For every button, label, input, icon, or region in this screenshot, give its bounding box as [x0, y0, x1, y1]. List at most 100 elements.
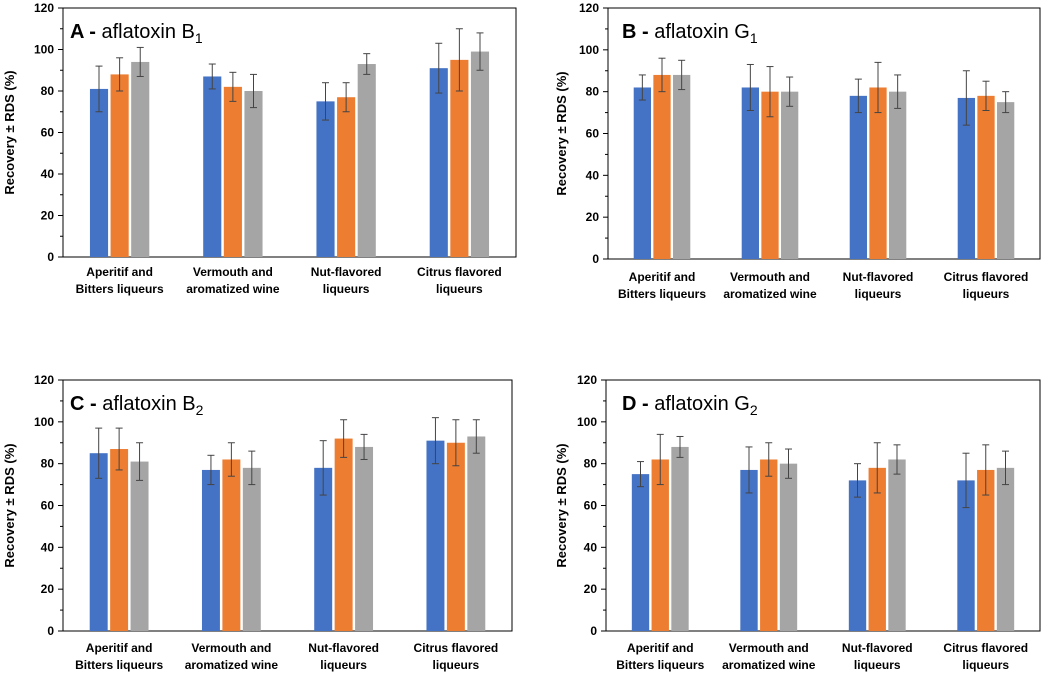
error-bar	[208, 63, 216, 90]
error-bar	[962, 70, 970, 126]
error-bar	[431, 417, 439, 465]
error-bar	[982, 444, 990, 496]
panel-c: 0 20 40 60 80 100 120 Recovery ± RDS (%) Aperiti…	[2, 373, 513, 672]
error-bar	[476, 32, 484, 71]
bar	[651, 459, 669, 631]
bar	[889, 91, 907, 260]
error-bar	[136, 442, 144, 481]
bar	[741, 87, 759, 259]
error-bar	[95, 65, 103, 113]
y-tick-label: 120	[34, 1, 54, 15]
bar	[355, 446, 374, 631]
error-bar	[207, 454, 215, 486]
bar	[314, 467, 333, 631]
x-category-label: Nut-flavored liqueurs	[843, 270, 914, 301]
x-category-label: Nut-flavored liqueurs	[842, 641, 913, 672]
bar	[671, 446, 689, 631]
y-tick-label: 0	[47, 250, 54, 264]
error-bar	[340, 419, 348, 458]
plot-frame	[62, 379, 513, 632]
error-bar	[894, 74, 902, 109]
bar	[633, 87, 651, 259]
error-bar	[658, 57, 666, 93]
error-bar	[1002, 91, 1010, 114]
bar	[673, 74, 691, 259]
bar	[446, 442, 465, 631]
error-bar	[874, 61, 882, 114]
y-axis-label: Recovery ± RDS (%)	[2, 70, 17, 194]
bar	[223, 86, 242, 257]
bar	[849, 95, 867, 259]
x-category-label: Citrus flavored liqueurs	[944, 270, 1029, 301]
error-bar	[962, 452, 970, 509]
y-tick-label: 60	[584, 499, 598, 513]
bar	[131, 61, 150, 258]
panel-d: 0 20 40 60 80 100 120 Recovery ± RDS (%) Aperiti…	[554, 373, 1041, 672]
y-tick-label: 120	[577, 373, 597, 387]
y-tick-label: 100	[34, 43, 54, 57]
x-category-label: Aperitif and Bitters liqueurs	[616, 641, 704, 672]
bar	[316, 101, 335, 257]
error-bar	[765, 442, 773, 477]
y-tick-label: 80	[584, 457, 598, 471]
error-bar	[136, 46, 144, 77]
error-bar	[319, 440, 327, 496]
bar	[110, 449, 129, 631]
error-bar	[656, 433, 664, 486]
error-bar	[435, 42, 443, 94]
bar	[653, 74, 671, 259]
bar	[740, 469, 758, 631]
error-bar	[676, 435, 684, 458]
y-tick-label: 40	[584, 540, 598, 554]
error-bar	[745, 446, 753, 494]
bar	[89, 88, 109, 257]
y-tick-label: 60	[586, 127, 600, 141]
error-bar	[455, 28, 463, 92]
bar	[760, 459, 778, 631]
y-tick-label: 0	[592, 252, 599, 266]
error-bar	[638, 74, 646, 101]
error-bar	[322, 82, 330, 121]
bar	[996, 467, 1015, 631]
y-tick-label: 40	[586, 168, 600, 182]
x-category-label: Aperitif and Bitters liqueurs	[618, 270, 706, 301]
x-category-label: Vermouth and aromatized wine	[186, 265, 280, 296]
y-axis: 0 20 40 60 80 100 120	[34, 373, 63, 638]
error-bar	[678, 59, 686, 91]
y-axis: 0 20 40 60 80 100 120	[579, 1, 608, 266]
bar	[470, 51, 490, 258]
error-bar	[982, 80, 990, 111]
x-category-label: Nut-flavored liqueurs	[308, 641, 379, 672]
bar	[467, 436, 486, 631]
y-tick-label: 80	[41, 84, 55, 98]
error-bar	[1001, 450, 1009, 486]
y-tick-label: 120	[34, 373, 54, 387]
y-tick-label: 40	[41, 167, 55, 181]
x-category-label: Vermouth and aromatized wine	[722, 641, 816, 672]
plot-frame	[605, 379, 1041, 632]
error-bar	[854, 78, 862, 114]
y-tick-label: 80	[586, 85, 600, 99]
y-tick-label: 100	[579, 43, 599, 57]
y-tick-label: 40	[41, 540, 55, 554]
error-bar	[784, 448, 792, 479]
bar	[450, 59, 469, 257]
bar	[868, 467, 886, 631]
error-bar	[249, 73, 257, 109]
x-category-label: Vermouth and aromatized wine	[723, 270, 817, 301]
bar	[631, 474, 650, 631]
x-category-label: Citrus flavored liqueurs	[417, 265, 502, 296]
error-bar	[360, 433, 368, 460]
bar	[130, 461, 149, 631]
bar	[888, 459, 906, 631]
bar	[779, 463, 798, 631]
error-bar	[248, 450, 256, 486]
error-bar	[893, 444, 901, 475]
x-category-label: Nut-flavored liqueurs	[311, 265, 382, 296]
bar	[222, 459, 241, 631]
bar	[977, 95, 995, 259]
y-tick-label: 60	[41, 126, 55, 140]
panel-title: D - aflatoxin G2	[622, 393, 758, 418]
panel-a: 0 20 40 60 80 100 120 Recovery ± RDS (%) Aperiti…	[2, 1, 517, 296]
error-bar	[227, 442, 235, 477]
